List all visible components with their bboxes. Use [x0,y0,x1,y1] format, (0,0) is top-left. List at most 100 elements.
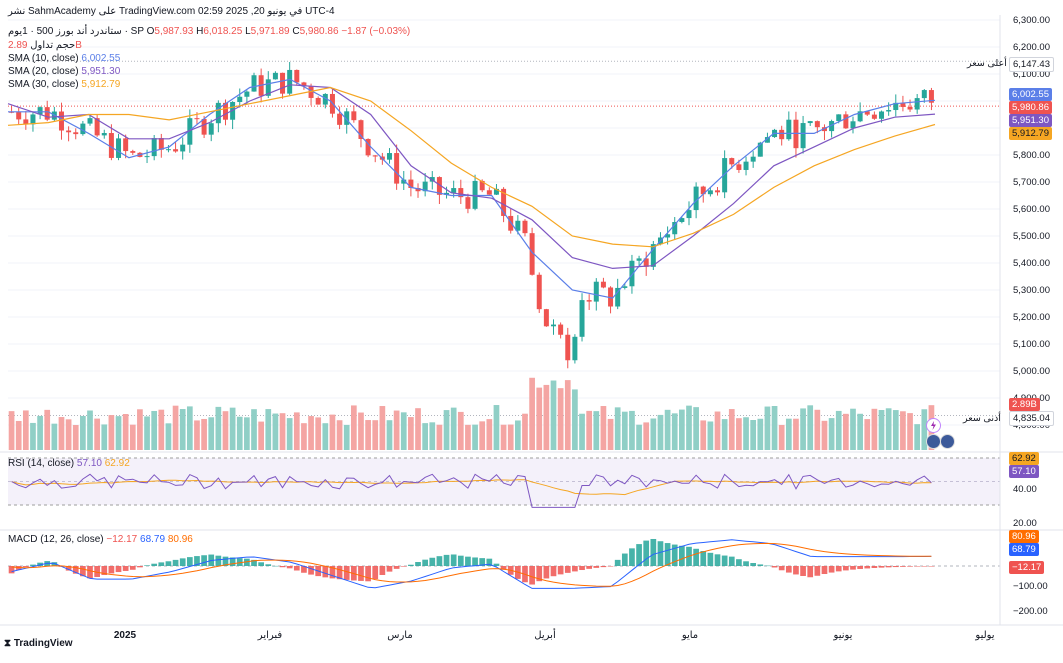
volume-bar [379,406,386,450]
macd-hist-bar [343,566,350,580]
macd-hist-bar [415,562,421,566]
volume-bar [679,409,685,450]
macd-hist-bar [793,566,799,575]
macd-hist-bar [614,559,621,566]
volume-bar [293,412,300,450]
volume-bar [51,423,58,450]
candle-body [729,158,735,165]
volume-bar [30,422,36,450]
time-tick-label: مايو [681,630,698,641]
lightning-icon[interactable] [926,418,941,433]
candle-body [757,142,763,157]
macd-hist-bar [165,561,172,566]
high-value: 6,018.25 [203,26,243,37]
macd-hist-bar [778,566,785,571]
candle-body [130,151,136,153]
volume-bar [800,408,806,450]
volume-bar [315,417,322,450]
rsi-legend[interactable]: RSI (14, close) 57.10 62.92 [8,458,130,470]
volume-bar [721,419,728,450]
volume-bar [15,420,22,450]
candle-body [94,118,100,136]
macd-pill: 68.79 [1009,543,1039,556]
volume-bar [400,412,407,450]
volume-bar [821,420,828,450]
volume-bar [279,413,286,450]
candle-body [37,107,43,115]
macd-hist-bar [657,541,664,566]
sma30-line[interactable]: SMA (30, close) 5,912.79 [8,79,120,91]
macd-hist-bar [30,564,36,566]
volume-bar [80,415,86,450]
price-tick-label: 6,300.00 [1013,15,1050,26]
candle-body [372,155,378,157]
macd-legend[interactable]: MACD (12, 26, close) −12.17 68.79 80.96 [8,534,193,546]
volume-bar [8,411,15,450]
macd-hist-bar [80,566,86,577]
open-value: 5,987.93 [154,26,194,37]
macd-hist-bar [835,566,842,572]
rsi-line [11,473,932,508]
candle-body [472,180,478,209]
volume-bar [329,414,336,450]
us-flag-icon[interactable] [926,434,941,449]
tradingview-brand[interactable]: ⧗ TradingView [4,638,73,649]
volume-line[interactable]: حجم تداول 2.89B [8,40,82,52]
macd-hist-bar [329,566,336,579]
macd-hist-bar [265,564,272,566]
macd-hist-bar [607,566,614,567]
price-tick-label: 5,800.00 [1013,150,1050,161]
macd-hist-bar [408,564,414,566]
candle-body [208,123,214,135]
volume-bar [229,407,236,450]
volume-bar [743,417,749,450]
macd-hist-bar [828,566,835,573]
sma10-line[interactable]: SMA (10, close) 6,002.55 [8,53,120,65]
candle-body [743,161,749,170]
volume-bar [572,389,578,450]
candle-body [194,118,200,120]
macd-hist-bar [293,566,300,571]
candle-body [879,111,885,119]
volume-bar [286,418,293,450]
candle-body [87,118,93,124]
symbol-name[interactable]: ستاندرد أند بورز 500 · 1يوم · SP [8,26,144,37]
candle-body [515,220,521,231]
candle-body [707,190,713,195]
volume-bar [564,380,571,450]
sma20-pill: 5,951.30 [1009,114,1052,127]
volume-bar [850,408,856,450]
volume-bar [465,424,471,450]
macd-hist-bar [771,566,778,568]
volume-bar [693,407,699,450]
volume-bar [707,421,714,450]
candle-body [836,114,842,122]
volume-bar [907,413,913,450]
candle-body [415,188,421,192]
volume-bar [607,418,614,450]
sma20-line[interactable]: SMA (20, close) 5,951.30 [8,66,120,78]
candle-body [508,215,514,231]
candle-body [465,197,471,209]
price-tick-label: 6,100.00 [1013,69,1050,80]
sma20-label: SMA (20, close) [8,66,79,77]
candle-body [408,179,414,189]
us-flag-icon-2[interactable] [940,434,955,449]
candle-body [543,309,549,327]
candle-body [308,86,314,98]
volume-bar [265,409,272,450]
volume-bar [629,410,635,450]
volume-bar [258,421,264,450]
candle-body [187,118,193,145]
macd-hist-bar [621,553,628,566]
time-tick-label: فبراير [257,630,283,641]
macd-hist-bar [572,566,578,572]
sma30-value: 5,912.79 [81,79,121,90]
ohlc-line: ستاندرد أند بورز 500 · 1يوم · SP O5,987.… [8,26,410,38]
candle-body [44,107,50,120]
macd-hist-bar [386,566,393,572]
macd-hist-bar [37,562,43,566]
macd-hist-bar [258,562,264,566]
